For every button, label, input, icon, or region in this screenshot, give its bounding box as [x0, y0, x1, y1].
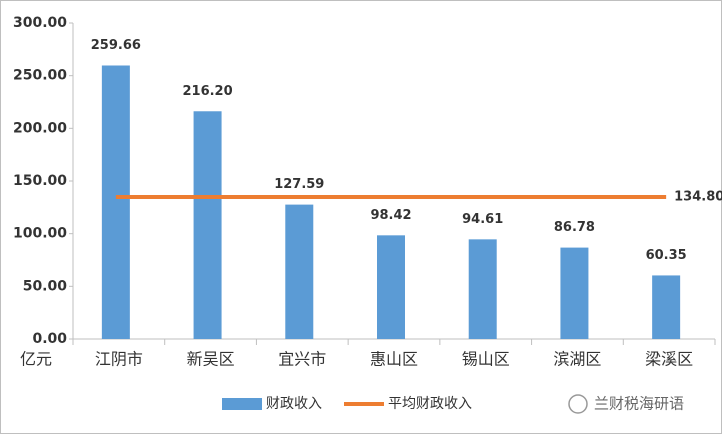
- watermark-icon: [568, 394, 588, 414]
- x-tick-label: 新吴区: [187, 350, 235, 369]
- y-tick-label: 300.00: [13, 15, 67, 31]
- y-unit: 亿元: [20, 350, 52, 369]
- y-tick-label: 250.00: [13, 68, 67, 84]
- y-tick-label: 200.00: [13, 120, 67, 136]
- x-tick-label: 锡山区: [462, 350, 510, 369]
- bar: [560, 247, 589, 339]
- y-tick-label: 0.00: [32, 331, 67, 347]
- bar: [193, 111, 222, 339]
- legend-label: 财政收入: [266, 396, 322, 412]
- data-label: 216.20: [182, 84, 232, 99]
- data-label: 127.59: [274, 177, 324, 192]
- watermark-text: 兰财税海研语: [594, 395, 684, 413]
- y-tick-label: 150.00: [13, 173, 67, 189]
- legend-label: 平均财政收入: [388, 396, 472, 412]
- data-label: 86.78: [554, 220, 595, 235]
- bar: [652, 275, 681, 339]
- x-tick-label: 滨湖区: [553, 350, 601, 369]
- data-label: 98.42: [370, 208, 411, 223]
- x-tick-label: 惠山区: [370, 350, 418, 369]
- x-tick-label: 江阴市: [95, 350, 143, 369]
- y-tick-label: 50.00: [23, 278, 68, 294]
- bar: [101, 65, 130, 340]
- watermark: 兰财税海研语: [568, 394, 684, 414]
- y-tick-label: 100.00: [13, 226, 67, 242]
- data-label: 60.35: [646, 248, 687, 263]
- x-tick-label: 宜兴市: [278, 350, 326, 369]
- bar: [377, 235, 405, 339]
- legend-swatch: [222, 398, 262, 410]
- data-label: 259.66: [91, 38, 141, 53]
- bar: [285, 204, 314, 339]
- data-label: 94.61: [462, 212, 503, 227]
- data-label: 134.80: [674, 190, 722, 205]
- bar: [468, 239, 497, 339]
- x-tick-label: 梁溪区: [645, 350, 693, 369]
